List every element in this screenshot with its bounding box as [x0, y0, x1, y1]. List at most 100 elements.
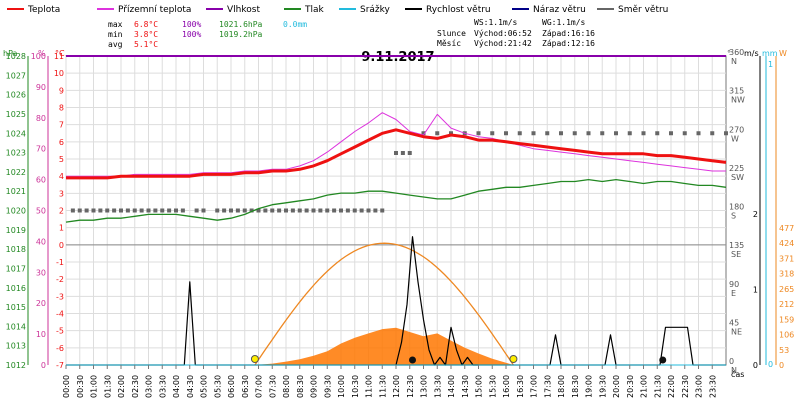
- wind-direction-point: [682, 131, 687, 136]
- wind-direction-point: [112, 208, 117, 213]
- direction-tick: 180: [729, 203, 744, 212]
- solar-tick: 212: [779, 300, 794, 309]
- legend-label: Přízemní teplota: [118, 5, 191, 15]
- solar-tick: 106: [779, 331, 794, 340]
- temp-tick: 10: [54, 69, 64, 78]
- x-tick-label: 16:30: [516, 375, 525, 398]
- wind-direction-point: [545, 131, 550, 136]
- temp-tick: -6: [56, 344, 64, 353]
- temperature-line: [66, 128, 727, 180]
- wind-direction-point: [153, 208, 158, 213]
- wind-direction-point: [146, 208, 151, 213]
- wind-tick: 1: [753, 286, 758, 295]
- wind-direction-point: [119, 208, 123, 213]
- x-tick-label: 17:00: [530, 375, 539, 398]
- x-axis-label: čas: [731, 369, 744, 379]
- wind-direction-point: [380, 208, 385, 213]
- x-tick-label: 01:00: [90, 375, 99, 398]
- wind-direction-point: [517, 131, 522, 136]
- wind-direction-point: [290, 208, 295, 213]
- temp-tick: 8: [59, 104, 64, 113]
- compass-tick: S: [731, 212, 736, 221]
- rain-axis-label: mm: [762, 49, 778, 58]
- wind-direction-point: [318, 208, 323, 213]
- x-tick-label: 15:00: [475, 375, 484, 398]
- x-tick-label: 11:00: [365, 375, 374, 398]
- wind-direction-point: [476, 131, 481, 136]
- wind-direction-point: [559, 131, 563, 136]
- wind-direction-point: [311, 208, 316, 213]
- humidity-tick: 60: [36, 176, 46, 185]
- wind-direction-point: [215, 208, 220, 213]
- temp-tick: -3: [56, 292, 64, 301]
- legend-label: Teplota: [27, 5, 60, 15]
- wind-direction-point: [167, 208, 172, 213]
- wind-direction-point: [297, 208, 302, 213]
- pressure-tick: 1020: [6, 207, 26, 216]
- wind-direction-point: [77, 208, 82, 213]
- x-tick-label: 04:00: [172, 375, 181, 398]
- compass-tick: E: [731, 289, 736, 298]
- x-tick-label: 18:00: [557, 375, 566, 398]
- x-tick-label: 03:00: [145, 375, 154, 398]
- x-tick-label: 14:30: [461, 375, 470, 398]
- x-tick-label: 07:00: [255, 375, 264, 398]
- pressure-tick: 1012: [6, 361, 26, 370]
- wind-direction-point: [325, 208, 330, 213]
- stat-value: 6.8°C: [134, 20, 158, 29]
- pressure-tick: 1014: [6, 322, 26, 331]
- solar-tick: 0: [779, 361, 784, 370]
- wind-direction-point: [242, 208, 247, 213]
- wind-direction-point: [194, 208, 199, 213]
- x-tick-label: 02:00: [117, 375, 126, 398]
- temp-tick: -4: [56, 310, 64, 319]
- pressure-tick: 1017: [6, 264, 26, 273]
- x-tick-label: 06:30: [241, 375, 250, 398]
- wind-tick: 0: [753, 361, 758, 370]
- temp-tick: 2: [59, 207, 64, 216]
- compass-tick: W: [731, 134, 739, 143]
- ground-temperature-line: [66, 112, 726, 177]
- humidity-tick: 0: [41, 361, 46, 370]
- compass-tick: N: [731, 366, 737, 375]
- x-tick-label: 13:00: [420, 375, 429, 398]
- wind-direction-point: [270, 208, 275, 213]
- wind-direction-point: [98, 208, 103, 213]
- temp-tick: -5: [56, 327, 64, 336]
- wind-direction-point: [139, 208, 144, 213]
- humidity-tick: 20: [36, 299, 46, 308]
- pressure-tick: 1018: [6, 245, 26, 254]
- pressure-tick: 1021: [6, 187, 26, 196]
- wind-direction-point: [600, 131, 605, 136]
- wind-direction-point: [352, 208, 357, 213]
- x-tick-label: 23:30: [708, 375, 717, 398]
- x-tick-label: 19:30: [598, 375, 607, 398]
- humidity-tick: 80: [36, 114, 46, 123]
- wind-direction-point: [586, 131, 591, 136]
- wind-direction-point: [627, 131, 632, 136]
- x-tick-label: 00:30: [76, 375, 85, 398]
- stat-value: 5.1°C: [134, 40, 158, 49]
- pressure-tick: 1026: [6, 91, 26, 100]
- wind-direction-point: [256, 208, 261, 213]
- compass-tick: NW: [731, 96, 745, 105]
- wind-direction-point: [284, 208, 288, 213]
- temp-tick: 5: [59, 155, 64, 164]
- solar-tick: 159: [779, 315, 794, 324]
- x-tick-label: 12:30: [406, 375, 415, 398]
- solar-tick: 265: [779, 285, 794, 294]
- pressure-tick: 1022: [6, 168, 26, 177]
- wind-direction-point: [180, 208, 185, 213]
- temp-tick: 1: [59, 224, 64, 233]
- compass-tick: SW: [731, 173, 744, 182]
- x-tick-label: 04:30: [186, 375, 195, 398]
- legend-label: Vlhkost: [227, 5, 260, 15]
- wind-direction-point: [614, 131, 618, 136]
- humidity-tick: 100: [31, 52, 46, 61]
- temp-axis-label: °C: [55, 49, 65, 58]
- solar-tick: 318: [779, 270, 794, 279]
- moon-label: Měsíc: [437, 39, 461, 48]
- humidity-axis-label: %: [38, 49, 46, 58]
- wind-direction-point: [696, 131, 701, 136]
- x-tick-label: 06:00: [227, 375, 236, 398]
